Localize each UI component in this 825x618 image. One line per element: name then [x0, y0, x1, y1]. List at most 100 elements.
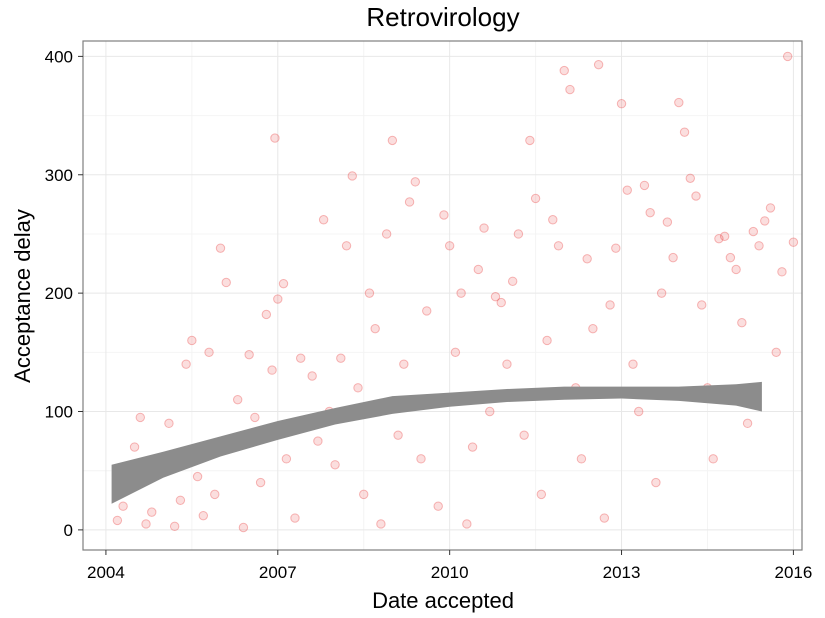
scatter-point — [479, 223, 489, 233]
scatter-point — [290, 513, 300, 523]
scatter-point — [250, 412, 260, 423]
scatter-point — [748, 226, 759, 237]
scatter-point — [267, 365, 277, 375]
scatter-point — [270, 133, 280, 143]
scatter-point — [525, 135, 535, 146]
x-axis: 2004 2007 2010 2013 2016 — [87, 550, 812, 582]
scatter-point — [187, 335, 197, 346]
scatter-point — [611, 243, 621, 253]
scatter-point — [450, 347, 461, 358]
scatter-point — [273, 294, 283, 304]
scatter-point — [204, 347, 214, 358]
scatter-point — [399, 359, 409, 369]
scatter-point — [754, 241, 764, 251]
scatter-point — [639, 180, 650, 191]
scatter-point — [112, 515, 123, 526]
y-axis-title: Acceptance delay — [10, 209, 35, 383]
scatter-point — [198, 510, 209, 521]
scatter-point — [141, 519, 151, 529]
y-tick-label: 100 — [45, 403, 73, 422]
y-tick-label: 300 — [45, 166, 73, 185]
scatter-point — [565, 84, 575, 95]
scatter-point — [788, 237, 799, 247]
scatter-point — [433, 501, 443, 511]
scatter-point — [530, 193, 541, 204]
scatter-point — [674, 97, 684, 108]
scatter-point — [410, 177, 420, 187]
scatter-point — [404, 197, 415, 207]
scatter-point — [668, 252, 678, 263]
y-tick-label: 400 — [45, 47, 73, 66]
scatter-point — [662, 217, 673, 227]
scatter-point — [353, 383, 363, 393]
scatter-point — [381, 229, 392, 239]
scatter-point — [129, 442, 140, 452]
scatter-point — [387, 135, 398, 146]
scatter-point — [582, 254, 592, 264]
scatter-point — [679, 127, 690, 137]
scatter-point — [771, 347, 781, 358]
scatter-point — [135, 412, 145, 423]
scatter-point — [559, 65, 569, 76]
scatter-point — [760, 216, 770, 226]
x-tick-label: 2004 — [87, 563, 125, 582]
scatter-point — [513, 229, 524, 239]
scatter-point — [364, 288, 375, 298]
scatter-point — [376, 519, 386, 529]
scatter-point — [330, 460, 340, 470]
scatter-point — [697, 300, 707, 310]
scatter-point — [255, 477, 266, 488]
scatter-point — [536, 489, 547, 500]
scatter-point — [731, 264, 741, 275]
scatter-point — [473, 264, 484, 275]
plot-border — [82, 40, 803, 551]
scatter-point — [370, 323, 380, 334]
scatter-point — [244, 349, 254, 360]
scatter-point — [221, 277, 231, 288]
x-axis-title: Date accepted — [372, 588, 514, 613]
scatter-point — [341, 241, 352, 251]
scatter-point — [318, 215, 329, 225]
scatter-point — [628, 359, 638, 369]
y-tick-label: 0 — [64, 521, 73, 540]
scatter-point — [593, 59, 604, 70]
scatter-point — [777, 267, 787, 277]
scatter-point — [691, 191, 701, 201]
scatter-point — [359, 489, 369, 500]
scatter-point — [708, 454, 718, 464]
scatter-point — [439, 210, 449, 220]
scatter-point — [616, 99, 627, 109]
scatter-point — [261, 309, 272, 320]
scatter-point — [281, 454, 292, 464]
scatter-point — [164, 418, 174, 429]
chart-title: Retrovirology — [366, 2, 519, 32]
scatter-point — [313, 436, 323, 446]
scatter-point — [169, 521, 180, 532]
scatter-point — [548, 215, 558, 225]
scatter-point — [118, 501, 128, 511]
scatter-point — [490, 291, 501, 302]
scatter-point — [238, 522, 249, 533]
scatter-point — [765, 203, 776, 213]
scatter-point — [347, 171, 357, 181]
scatter-point — [296, 353, 306, 363]
scatter-point — [210, 489, 220, 500]
x-tick-label: 2007 — [259, 563, 297, 582]
scatter-point — [462, 519, 472, 529]
scatter-point — [444, 241, 455, 251]
scatter-point — [467, 442, 478, 452]
scatter-point — [181, 359, 191, 369]
scatter-point — [685, 173, 695, 184]
scatter-point — [496, 297, 506, 308]
scatter-point — [605, 300, 615, 310]
x-tick-label: 2016 — [774, 563, 812, 582]
scatter-point — [542, 335, 552, 346]
scatter-point — [502, 359, 512, 369]
scatter-point — [737, 318, 747, 328]
scatter-point — [485, 406, 495, 417]
scatter-point — [645, 207, 655, 218]
y-axis: 0 100 200 300 400 — [45, 47, 83, 540]
y-tick-label: 200 — [45, 284, 73, 303]
scatter-point — [622, 185, 632, 195]
